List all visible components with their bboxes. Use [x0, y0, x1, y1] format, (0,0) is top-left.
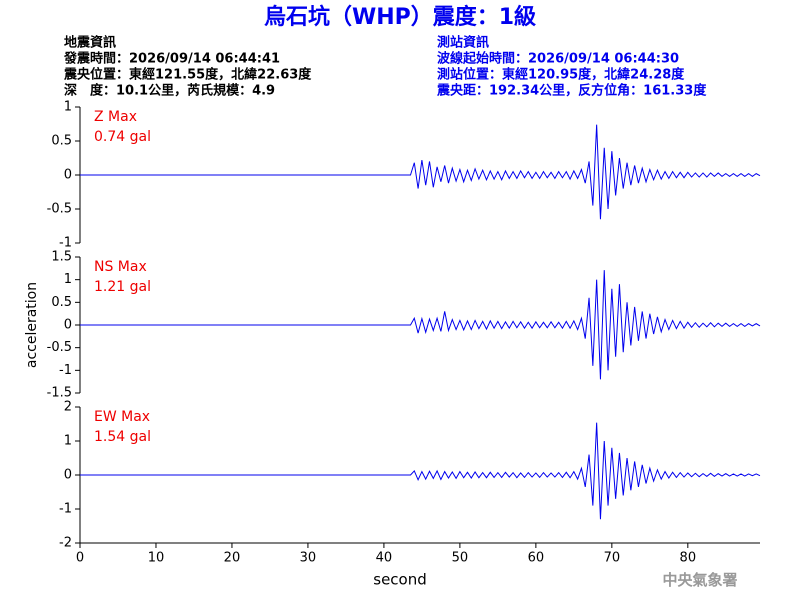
y-tick-label: -2 [59, 536, 72, 551]
y-tick-label: -1 [59, 236, 72, 251]
y-tick-label: 1 [64, 100, 72, 115]
annotation: 0.74 gal [94, 129, 151, 145]
info-right: 波線起始時間：2026/09/14 06:44:30 [437, 51, 679, 67]
x-axis-label: second [373, 571, 427, 589]
y-tick-label: 0 [64, 468, 72, 483]
y-axis-label: acceleration [24, 282, 40, 368]
x-tick-label: 20 [224, 551, 241, 566]
info-left: 深 度：10.1公里，芮氏規模：4.9 [64, 83, 275, 99]
waveform [80, 422, 761, 520]
x-tick-label: 70 [604, 551, 621, 566]
y-tick-label: 0.5 [51, 134, 72, 149]
x-tick-label: 50 [452, 551, 469, 566]
info-right: 測站位置：東經120.95度，北緯24.28度 [437, 67, 685, 83]
y-tick-label: -1 [59, 502, 72, 517]
info-right: 震央距：192.34公里，反方位角：161.33度 [436, 83, 707, 99]
y-tick-label: -1 [59, 363, 72, 378]
annotation: Z Max [94, 109, 137, 125]
x-tick-label: 40 [376, 551, 393, 566]
y-tick-label: -0.5 [47, 340, 72, 355]
y-tick-label: 2 [64, 400, 72, 415]
waveform [80, 124, 761, 220]
info-left: 地震資訊 [64, 35, 116, 51]
annotation: 1.54 gal [94, 429, 151, 445]
y-tick-label: 1 [64, 434, 72, 449]
info-right: 測站資訊 [437, 35, 489, 51]
y-tick-label: 1.5 [51, 250, 72, 265]
x-tick-label: 0 [76, 551, 84, 566]
title: 烏石坑（WHP）震度：1級 [264, 4, 536, 30]
x-tick-label: 30 [300, 551, 317, 566]
annotation: 1.21 gal [94, 279, 151, 295]
y-tick-label: -1.5 [47, 386, 72, 401]
y-tick-label: -0.5 [47, 202, 72, 217]
info-left: 發震時間：2026/09/14 06:44:41 [63, 51, 280, 67]
y-tick-label: 0 [64, 168, 72, 183]
y-tick-label: 1 [64, 272, 72, 287]
x-tick-label: 60 [528, 551, 545, 566]
y-tick-label: 0 [64, 318, 72, 333]
waveform [80, 270, 761, 380]
x-tick-label: 10 [148, 551, 165, 566]
info-left: 震央位置：東經121.55度，北緯22.63度 [63, 67, 312, 83]
y-tick-label: 0.5 [51, 295, 72, 310]
x-tick-label: 80 [680, 551, 697, 566]
footer: 中央氣象署 [662, 571, 737, 589]
annotation: NS Max [94, 259, 147, 275]
annotation: EW Max [94, 409, 150, 425]
